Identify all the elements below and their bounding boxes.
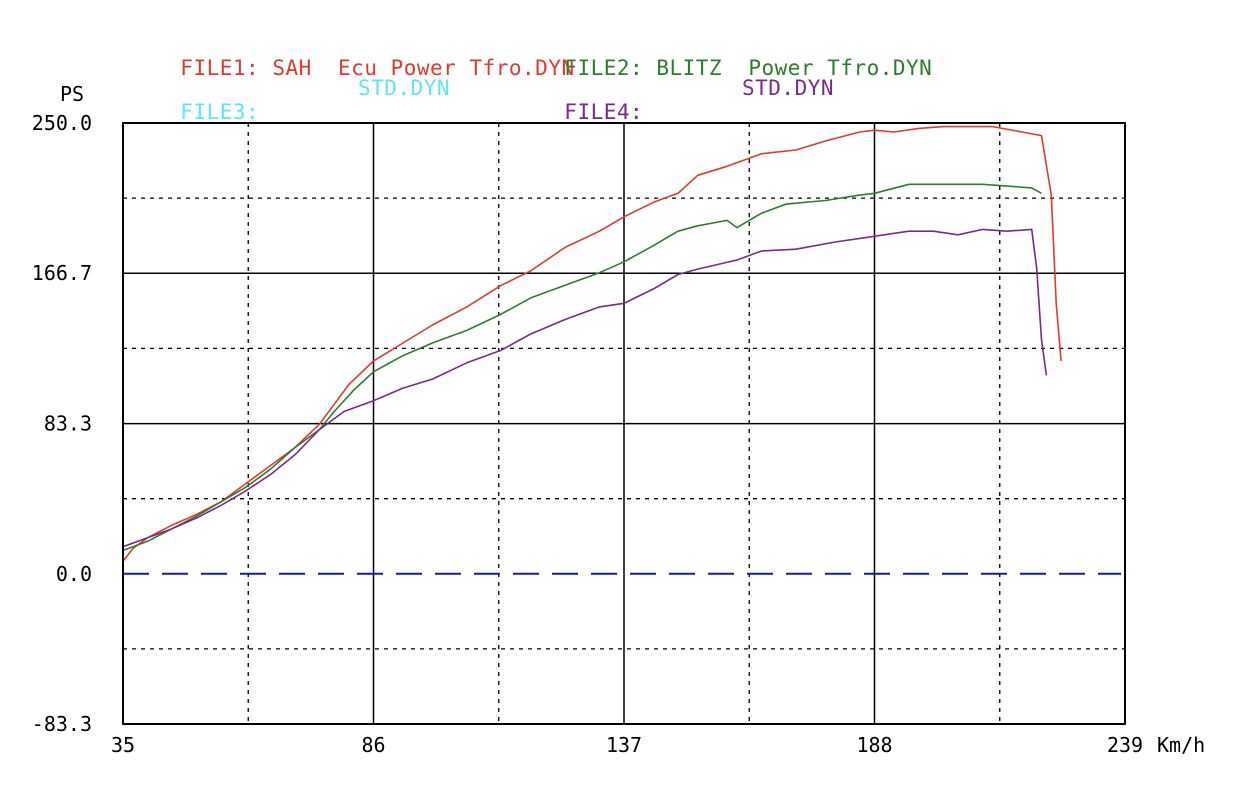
- series-line-2: [122, 183, 1042, 552]
- legend-file2: FILE2: BLITZ Power Tfro.DYN: [538, 32, 932, 80]
- y-axis-label: PS: [60, 82, 84, 106]
- legend-file2-label: FILE2:: [564, 56, 644, 80]
- legend-file4: FILE4:: [538, 76, 643, 124]
- legend-file1: FILE1: SAH Ecu Power Tfro.DYN: [154, 32, 575, 80]
- x-tick-label: 35: [111, 733, 135, 757]
- legend-file3: FILE3:: [154, 76, 259, 124]
- legend-file2-name: BLITZ Power Tfro.DYN: [656, 56, 933, 80]
- y-tick-label: 166.7: [32, 261, 92, 285]
- x-tick-label: 239: [1107, 733, 1143, 757]
- series-line-1: [122, 125, 1062, 562]
- y-tick-label: -83.3: [32, 712, 92, 736]
- y-tick-label: 250.0: [32, 111, 92, 135]
- series-line-3: [122, 228, 1048, 548]
- series-lines: [122, 125, 1062, 562]
- legend-file3-name: STD.DYN: [358, 76, 451, 100]
- plot-frame: [122, 122, 1126, 725]
- x-axis-label: Km/h: [1157, 733, 1205, 757]
- grid: [123, 123, 1125, 724]
- tick-labels: 35 86 137 188 239 -83.3 0.0 83.3 166.7 250.0: [32, 111, 1143, 757]
- legend-file1-label: FILE1:: [180, 56, 260, 80]
- x-tick-label: 86: [361, 733, 385, 757]
- legend-file1-name: SAH Ecu Power Tfro.DYN: [272, 56, 575, 80]
- x-tick-label: 188: [856, 733, 892, 757]
- legend-file4-label: FILE4:: [564, 100, 644, 124]
- y-tick-label: 0.0: [56, 562, 92, 586]
- legend-file4-name: STD.DYN: [742, 76, 835, 100]
- legend-file3-label: FILE3:: [180, 100, 260, 124]
- x-tick-label: 137: [606, 733, 642, 757]
- y-tick-label: 83.3: [44, 412, 92, 436]
